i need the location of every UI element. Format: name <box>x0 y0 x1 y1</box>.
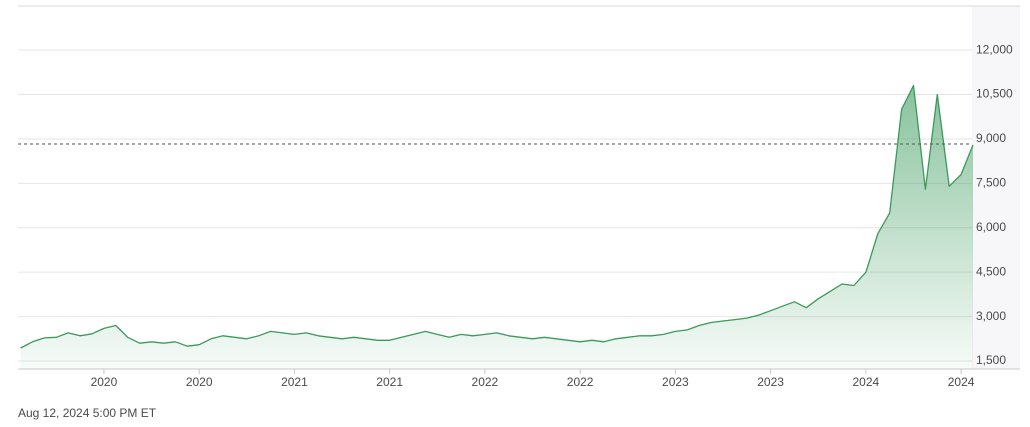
x-tick-label: 2022 <box>472 375 499 389</box>
x-tick-label: 2024 <box>853 375 880 389</box>
x-tick-label: 2021 <box>281 375 308 389</box>
y-tick-label: 10,500 <box>976 87 1013 101</box>
x-tick-label: 2024 <box>948 375 975 389</box>
y-tick-label: 6,000 <box>976 220 1006 234</box>
y-tick-label: 9,000 <box>976 131 1006 145</box>
x-tick-label: 2021 <box>376 375 403 389</box>
y-tick-label: 12,000 <box>976 42 1013 56</box>
y-tick-label: 4,500 <box>976 264 1006 278</box>
x-tick-label: 2020 <box>186 375 213 389</box>
x-tick-label: 2023 <box>662 375 689 389</box>
y-tick-label: 7,500 <box>976 176 1006 190</box>
x-tick-label: 2022 <box>567 375 594 389</box>
x-tick-label: 2020 <box>91 375 118 389</box>
area <box>20 85 974 369</box>
axis-panel <box>972 6 1020 369</box>
timestamp: Aug 12, 2024 5:00 PM ET <box>18 406 157 420</box>
y-tick-label: 1,500 <box>976 353 1006 367</box>
x-tick-label: 2023 <box>757 375 784 389</box>
line <box>20 84 974 349</box>
y-tick-label: 3,000 <box>976 309 1006 323</box>
